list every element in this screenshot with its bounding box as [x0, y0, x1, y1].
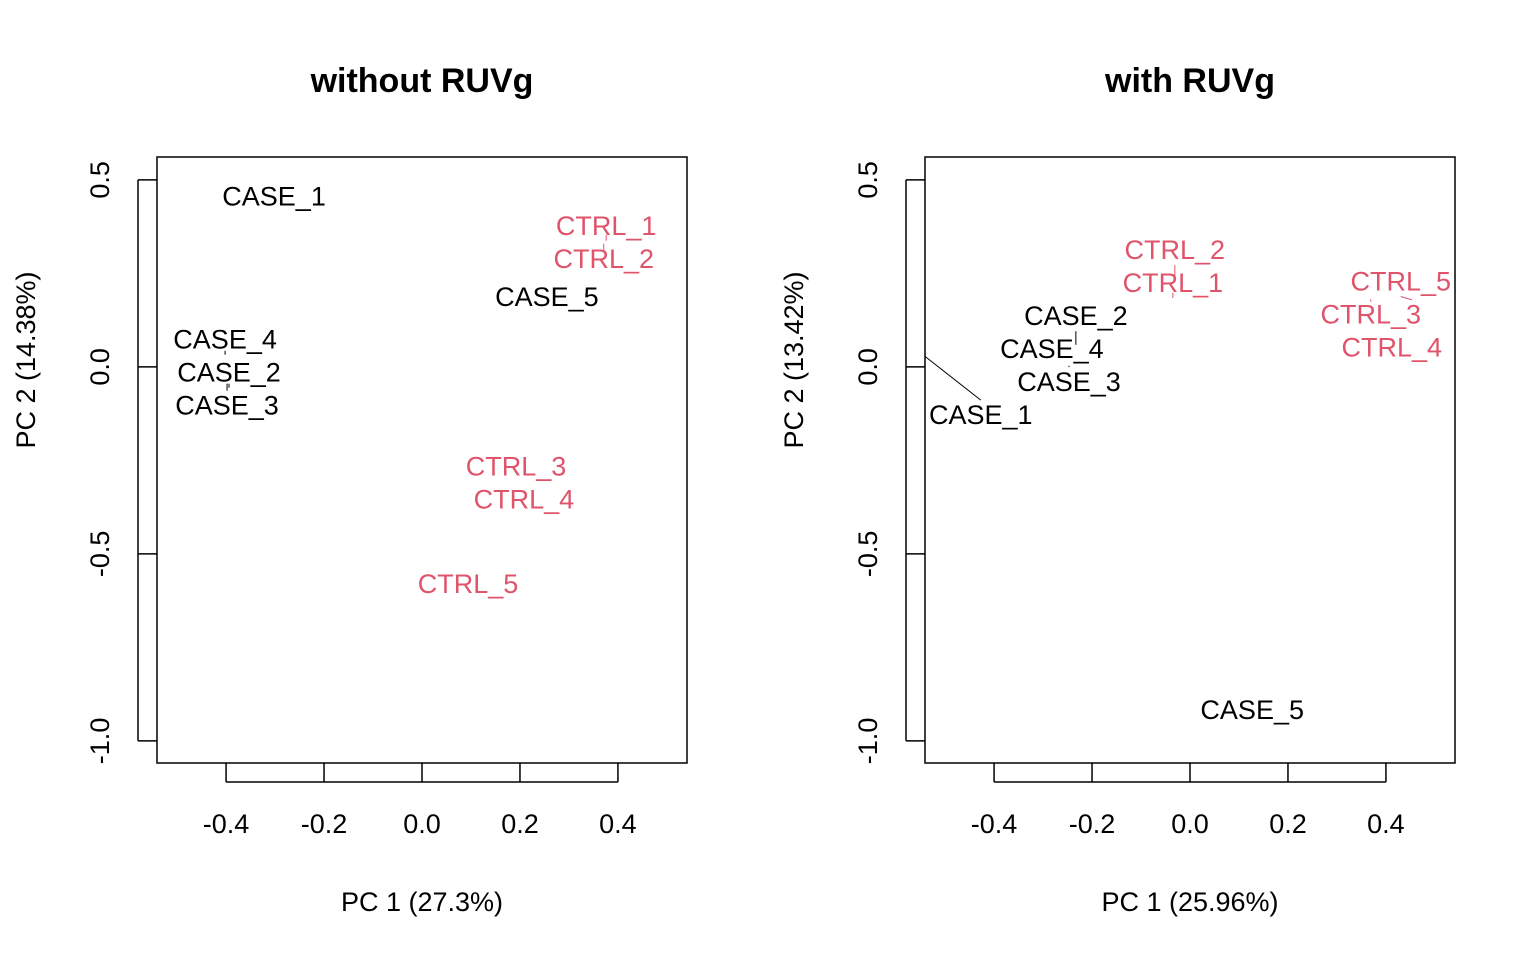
point-label-case-5: CASE_5 — [495, 282, 599, 312]
leader-lines — [224, 234, 607, 391]
point-label-case-4: CASE_4 — [173, 325, 277, 355]
point-label-ctrl-5: CTRL_5 — [1350, 266, 1451, 296]
chart-title: with RUVg — [1104, 62, 1275, 100]
point-label-ctrl-5: CTRL_5 — [418, 569, 519, 599]
y-tick-label: -1.0 — [853, 718, 883, 765]
x-tick-label: -0.2 — [1069, 809, 1116, 839]
point-label-case-3: CASE_3 — [175, 391, 279, 421]
y-tick-label: 0.0 — [85, 348, 115, 386]
y-tick-label: 0.0 — [853, 348, 883, 386]
point-label-case-2: CASE_2 — [1024, 301, 1128, 331]
point-label-ctrl-1: CTRL_1 — [556, 211, 657, 241]
point-label-ctrl-4: CTRL_4 — [474, 484, 575, 514]
panel-1: without RUVg -0.4 -0.2 0.0 0.2 0.4 0.5 0.0 -0.5 -… — [11, 62, 688, 917]
y-tick-label: -1.0 — [85, 718, 115, 765]
point-label-case-3: CASE_3 — [1017, 367, 1121, 397]
x-tick-label: -0.4 — [203, 809, 250, 839]
x-tick-label: 0.2 — [501, 809, 539, 839]
point-label-case-5: CASE_5 — [1200, 695, 1304, 725]
point-label-ctrl-2: CTRL_2 — [553, 244, 654, 274]
y-tick-label: -0.5 — [85, 531, 115, 578]
x-tick-label: -0.2 — [301, 809, 348, 839]
point-label-case-1: CASE_1 — [222, 182, 326, 212]
x-axis-label: PC 1 (25.96%) — [1101, 887, 1278, 917]
point-label-ctrl-4: CTRL_4 — [1342, 332, 1443, 362]
point-label-case-1: CASE_1 — [929, 400, 1033, 430]
point-label-ctrl-3: CTRL_3 — [466, 451, 567, 481]
point-label-ctrl-1: CTRL_1 — [1123, 268, 1224, 298]
x-axis-label: PC 1 (27.3%) — [341, 887, 503, 917]
y-tick-label: -0.5 — [853, 531, 883, 578]
panel-2: with RUVg -0.4 -0.2 0.0 0.2 0.4 0.5 0.0 -0.5 -1.0… — [779, 62, 1456, 917]
leader-lines — [925, 265, 1413, 401]
y-axis-label: PC 2 (14.38%) — [11, 271, 41, 448]
x-tick-label: 0.0 — [1171, 809, 1209, 839]
y-axis-label: PC 2 (13.42%) — [779, 271, 809, 448]
point-label-case-4: CASE_4 — [1000, 334, 1104, 364]
x-tick-label: -0.4 — [971, 809, 1018, 839]
leader-line — [925, 356, 982, 401]
leader-line — [1400, 296, 1413, 301]
x-tick-label: 0.2 — [1269, 809, 1307, 839]
x-tick-label: 0.0 — [403, 809, 441, 839]
points: CASE_1CASE_2CASE_3CASE_4CASE_5CTRL_1CTRL… — [173, 182, 656, 599]
x-tick-label: 0.4 — [1367, 809, 1405, 839]
x-tick-label: 0.4 — [599, 809, 637, 839]
chart-title: without RUVg — [310, 62, 534, 100]
point-label-case-2: CASE_2 — [177, 358, 281, 388]
y-tick-label: 0.5 — [85, 161, 115, 199]
y-tick-label: 0.5 — [853, 161, 883, 199]
points: CASE_1CASE_2CASE_3CASE_4CASE_5CTRL_1CTRL… — [929, 235, 1451, 725]
point-label-ctrl-2: CTRL_2 — [1125, 235, 1226, 265]
point-label-ctrl-3: CTRL_3 — [1320, 299, 1421, 329]
